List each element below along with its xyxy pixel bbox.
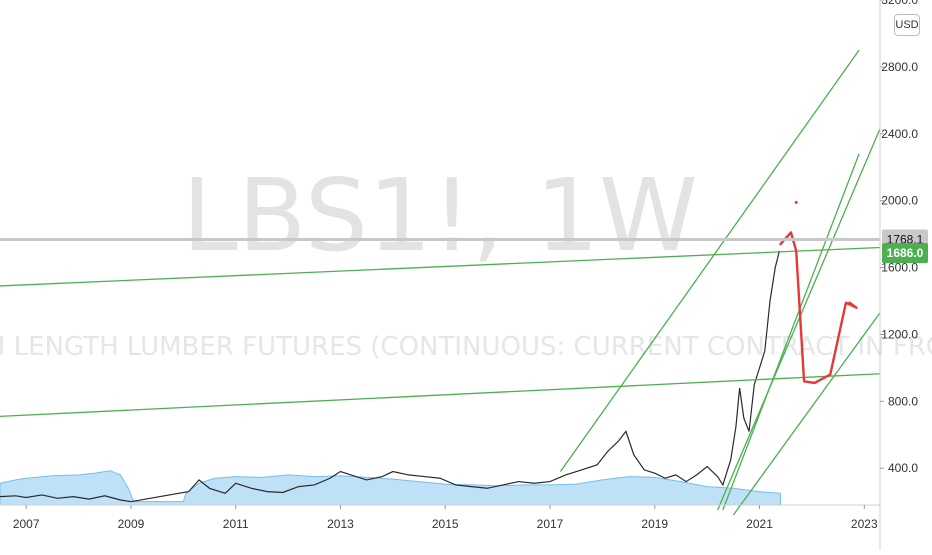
trendline-6 <box>732 312 881 516</box>
watermark-description: RANDOM LENGTH LUMBER FUTURES (CONTINUOUS… <box>0 332 932 362</box>
x-tick-label: 2011 <box>223 517 249 531</box>
x-tick-label: 2017 <box>537 517 564 531</box>
trendline-2 <box>0 373 881 418</box>
x-tick-label: 2019 <box>641 517 668 531</box>
watermark-symbol: LBS1!, 1W <box>182 157 698 274</box>
x-tick-label: 2023 <box>851 517 878 531</box>
x-tick-label: 2013 <box>327 517 354 531</box>
y-tick-label: 400.0 <box>888 461 918 475</box>
y-tick-label: 800.0 <box>888 394 918 408</box>
price-series <box>0 250 781 503</box>
x-tick-label: 2007 <box>13 517 40 531</box>
highlight-price-badge-label: 1768.1 <box>887 232 924 246</box>
last-price-badge-bg <box>882 243 928 264</box>
trendline-4 <box>717 128 881 511</box>
x-tick-label: 2015 <box>432 517 459 531</box>
y-tick-label: 3200.0 <box>881 0 918 7</box>
volume-area <box>0 470 781 506</box>
trendline-5 <box>722 153 860 511</box>
x-tick-label: 2021 <box>746 517 773 531</box>
trendline-3 <box>559 49 860 472</box>
x-tick-label: 2009 <box>118 517 145 531</box>
trendline-1 <box>0 246 881 287</box>
watermark: LBS1!, 1W RANDOM LENGTH LUMBER FUTURES (… <box>0 157 932 362</box>
projection-dot <box>794 200 798 204</box>
y-tick-label: 1200.0 <box>881 327 918 341</box>
price-line <box>0 250 781 503</box>
y-tick-label: 2800.0 <box>881 60 918 74</box>
y-tick-label: 2000.0 <box>881 194 918 208</box>
trendlines <box>0 49 881 516</box>
volume-area-shape <box>0 470 781 506</box>
y-tick-label: 2400.0 <box>881 127 918 141</box>
y-tick-label: 1600.0 <box>881 261 918 275</box>
currency-button[interactable]: USD <box>894 14 920 36</box>
last-price-badge-label: 1686.0 <box>887 246 924 260</box>
